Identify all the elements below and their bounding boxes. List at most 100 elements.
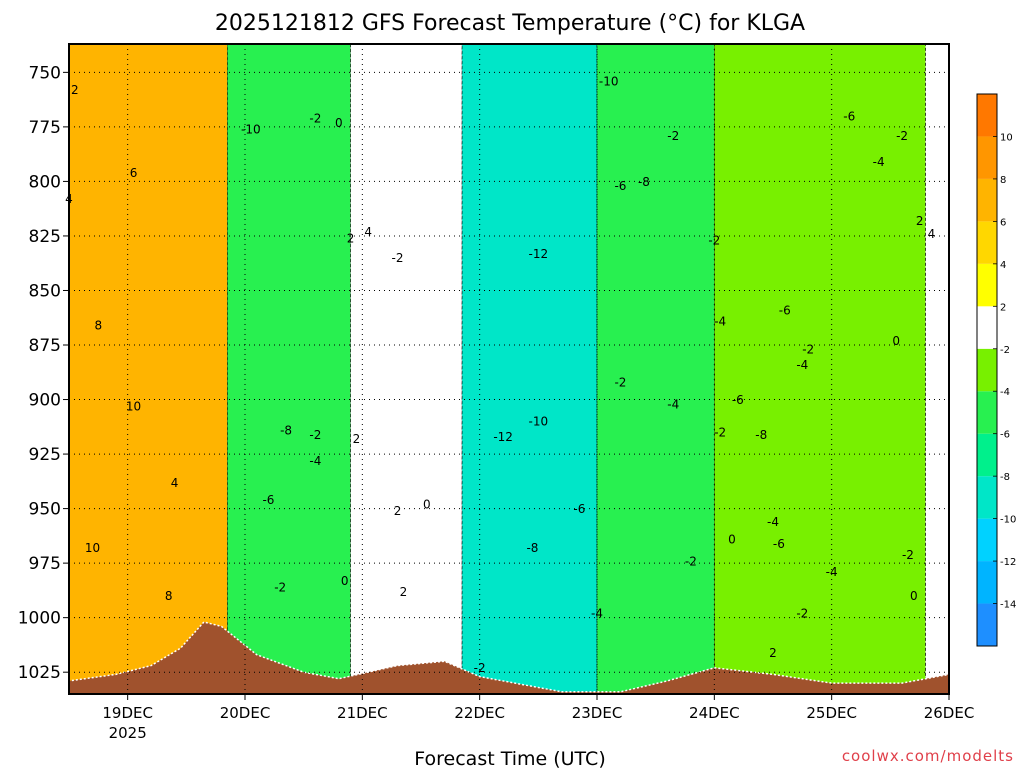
temperature-region-1: [227, 43, 351, 695]
colorbar-swatch-7: [977, 306, 997, 349]
surface-terrain: [68, 621, 950, 695]
credit-text: coolwx.com/modelts: [842, 747, 1014, 765]
x-tick-label-0: 19DEC: [102, 704, 153, 722]
contour-label-4: 10: [126, 399, 141, 413]
colorbar-label-11: 8: [1000, 175, 1006, 186]
contour-label-48: -2: [802, 343, 814, 357]
contour-label-43: -4: [767, 515, 779, 529]
contour-label-44: -6: [773, 537, 785, 551]
colorbar-swatch-1: [977, 561, 997, 604]
contour-label-58: -2: [902, 548, 914, 562]
colorbar-label-2: -12: [1000, 557, 1016, 568]
contour-label-9: -8: [280, 423, 292, 437]
y-tick-label-1: 775: [29, 118, 61, 138]
colorbar-swatch-10: [977, 178, 997, 222]
contour-label-51: -4: [826, 565, 838, 579]
contour-label-46: 0: [728, 532, 736, 546]
contour-label-5: 10: [85, 541, 100, 555]
contour-label-54: -2: [896, 129, 908, 143]
y-tick-label-0: 750: [29, 63, 61, 83]
contour-label-49: -4: [796, 358, 808, 372]
contour-label-47: -6: [779, 303, 791, 317]
contour-label-23: 2: [400, 585, 408, 599]
temperature-fill-regions: [68, 43, 950, 695]
contour-label-57: 0: [892, 334, 900, 348]
y-tick-label-10: 1000: [18, 609, 61, 629]
colorbar-label-4: -8: [1000, 472, 1010, 483]
contour-label-11: -2: [274, 580, 286, 594]
contour-label-31: -4: [591, 607, 603, 621]
temperature-region-3: [461, 43, 598, 695]
temperature-region-4: [596, 43, 715, 695]
colorbar-label-6: -4: [1000, 387, 1010, 398]
contour-label-38: -2: [708, 234, 720, 248]
x-tick-year: 2025: [109, 724, 147, 742]
y-tick-label-9: 975: [29, 554, 61, 574]
chart-title: 2025121812 GFS Forecast Temperature (°C)…: [215, 11, 805, 36]
colorbar-swatch-9: [977, 221, 997, 264]
contour-label-32: -2: [614, 375, 626, 389]
contour-label-35: -2: [667, 129, 679, 143]
contour-label-2: 6: [130, 166, 138, 180]
contour-label-10: -6: [262, 493, 274, 507]
colorbar-swatch-6: [977, 348, 997, 392]
colorbar-label-3: -10: [1000, 515, 1016, 526]
colorbar-label-10: 6: [1000, 217, 1006, 228]
contour-label-26: -10: [529, 415, 549, 429]
contour-label-30: -6: [573, 502, 585, 516]
axes: 7507758008258508759009259509751000102519…: [18, 43, 974, 742]
plot-frame: [68, 43, 950, 695]
grid-lines: [69, 44, 950, 694]
contour-label-21: 0: [423, 498, 431, 512]
y-tick-label-8: 950: [29, 500, 61, 520]
contour-label-6: 4: [171, 476, 179, 490]
x-tick-label-2: 21DEC: [337, 704, 388, 722]
contour-label-50: -2: [796, 607, 808, 621]
x-tick-label-1: 20DEC: [220, 704, 271, 722]
contour-label-41: -6: [732, 393, 744, 407]
colorbar: -14 -12 -10 -8 -6 -4 -2 2 4 6 8 10: [976, 93, 1016, 647]
contour-label-8: -10: [241, 122, 261, 136]
contour-label-3: 8: [95, 319, 103, 333]
y-tick-label-3: 825: [29, 227, 61, 247]
y-tick-label-4: 850: [29, 281, 61, 301]
contour-label-12: -2: [309, 112, 321, 126]
colorbar-swatch-2: [977, 518, 997, 562]
contour-label-40: -2: [714, 426, 726, 440]
contour-label-33: -6: [614, 179, 626, 193]
contour-label-24: -2: [474, 661, 486, 675]
contour-label-39: -4: [714, 314, 726, 328]
contour-label-14: 4: [364, 225, 372, 239]
contour-label-25: -12: [493, 430, 513, 444]
contour-label-53: -4: [873, 155, 885, 169]
contour-label-56: 4: [928, 227, 936, 241]
temperature-region-2: [350, 43, 463, 695]
contour-label-52: -6: [843, 109, 855, 123]
x-tick-label-3: 22DEC: [454, 704, 505, 722]
contour-label-29: -8: [526, 541, 538, 555]
x-tick-label-5: 24DEC: [689, 704, 740, 722]
x-tick-label-4: 23DEC: [572, 704, 623, 722]
y-tick-label-7: 925: [29, 445, 61, 465]
y-tick-label-6: 900: [29, 391, 61, 411]
contour-label-59: 0: [910, 589, 918, 603]
contour-label-45: 2: [769, 646, 777, 660]
contour-label-16: -2: [392, 251, 404, 265]
contour-label-20: 2: [394, 504, 402, 518]
y-tick-label-2: 800: [29, 172, 61, 192]
x-tick-label-6: 25DEC: [806, 704, 857, 722]
contour-label-15: 2: [347, 231, 355, 245]
colorbar-label-9: 4: [1000, 260, 1006, 271]
colorbar-swatch-3: [977, 476, 997, 519]
y-tick-label-5: 875: [29, 336, 61, 356]
colorbar-swatch-4: [977, 433, 997, 477]
colorbar-swatch-8: [977, 263, 997, 307]
x-axis-label: Forecast Time (UTC): [414, 748, 605, 768]
colorbar-label-8: 2: [1000, 302, 1006, 313]
colorbar-swatch-5: [977, 391, 997, 434]
contour-label-19: 2: [353, 432, 361, 446]
colorbar-label-12: 10: [1000, 132, 1013, 143]
colorbar-swatch-12: [977, 94, 997, 137]
contour-label-36: -4: [667, 397, 679, 411]
